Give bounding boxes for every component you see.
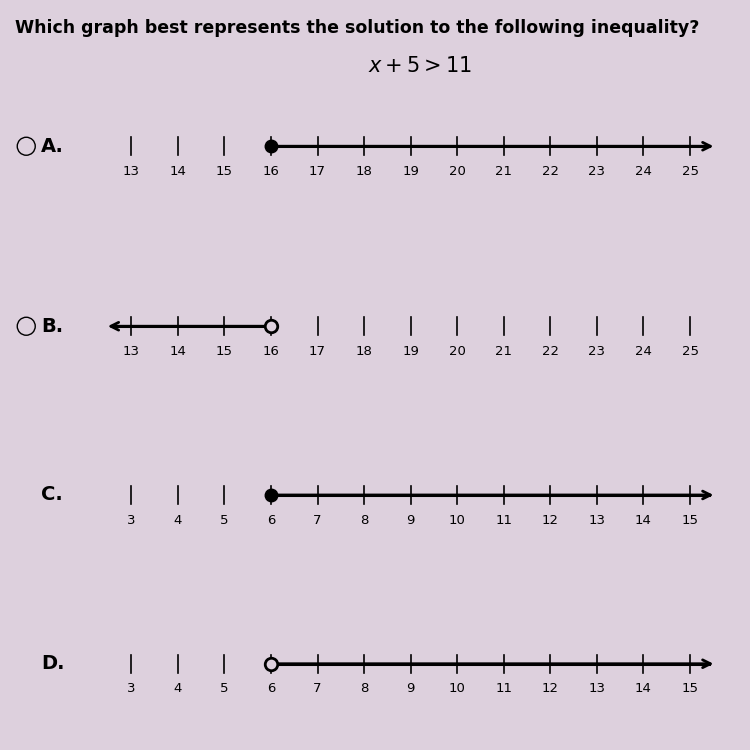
Circle shape [17,317,35,335]
Text: A.: A. [41,136,64,156]
Text: D.: D. [41,654,64,674]
Text: 17: 17 [309,165,326,178]
Circle shape [17,137,35,155]
Text: 9: 9 [406,682,415,695]
Text: 11: 11 [495,682,512,695]
Text: 25: 25 [682,345,698,358]
Text: 5: 5 [220,682,229,695]
Text: 18: 18 [356,165,373,178]
Text: 6: 6 [267,514,275,526]
Text: 22: 22 [542,165,559,178]
Text: 10: 10 [448,514,466,526]
Text: 12: 12 [542,514,559,526]
Text: 16: 16 [262,345,279,358]
Text: 8: 8 [360,514,368,526]
Text: 12: 12 [542,682,559,695]
Text: 16: 16 [262,165,279,178]
Text: 20: 20 [448,165,466,178]
Text: 18: 18 [356,345,373,358]
Text: 7: 7 [314,514,322,526]
Text: 17: 17 [309,345,326,358]
Text: 4: 4 [173,514,182,526]
Text: 24: 24 [635,165,652,178]
Text: 13: 13 [588,514,605,526]
Text: 25: 25 [682,165,698,178]
Text: 3: 3 [127,682,136,695]
Text: 14: 14 [170,345,186,358]
Text: 13: 13 [123,345,140,358]
Text: C.: C. [41,485,63,505]
Text: 7: 7 [314,682,322,695]
Text: 19: 19 [402,165,419,178]
Text: 3: 3 [127,514,136,526]
Text: 19: 19 [402,345,419,358]
Text: 4: 4 [173,682,182,695]
Text: 21: 21 [495,165,512,178]
Text: 11: 11 [495,514,512,526]
Text: 15: 15 [682,514,698,526]
Text: 9: 9 [406,514,415,526]
Text: Which graph best represents the solution to the following inequality?: Which graph best represents the solution… [15,19,699,37]
Text: 5: 5 [220,514,229,526]
Text: 10: 10 [448,682,466,695]
Text: 8: 8 [360,682,368,695]
Text: 20: 20 [448,345,466,358]
Text: 23: 23 [588,345,605,358]
Text: 14: 14 [635,682,652,695]
Text: B.: B. [41,316,63,336]
Text: 22: 22 [542,345,559,358]
Text: 24: 24 [635,345,652,358]
Text: 15: 15 [216,345,233,358]
Text: 15: 15 [216,165,233,178]
Text: 23: 23 [588,165,605,178]
Text: 13: 13 [588,682,605,695]
Text: 13: 13 [123,165,140,178]
Text: 6: 6 [267,682,275,695]
Text: 14: 14 [635,514,652,526]
Text: $x + 5 > 11$: $x + 5 > 11$ [368,56,472,76]
Text: 21: 21 [495,345,512,358]
Text: 14: 14 [170,165,186,178]
Text: 15: 15 [682,682,698,695]
